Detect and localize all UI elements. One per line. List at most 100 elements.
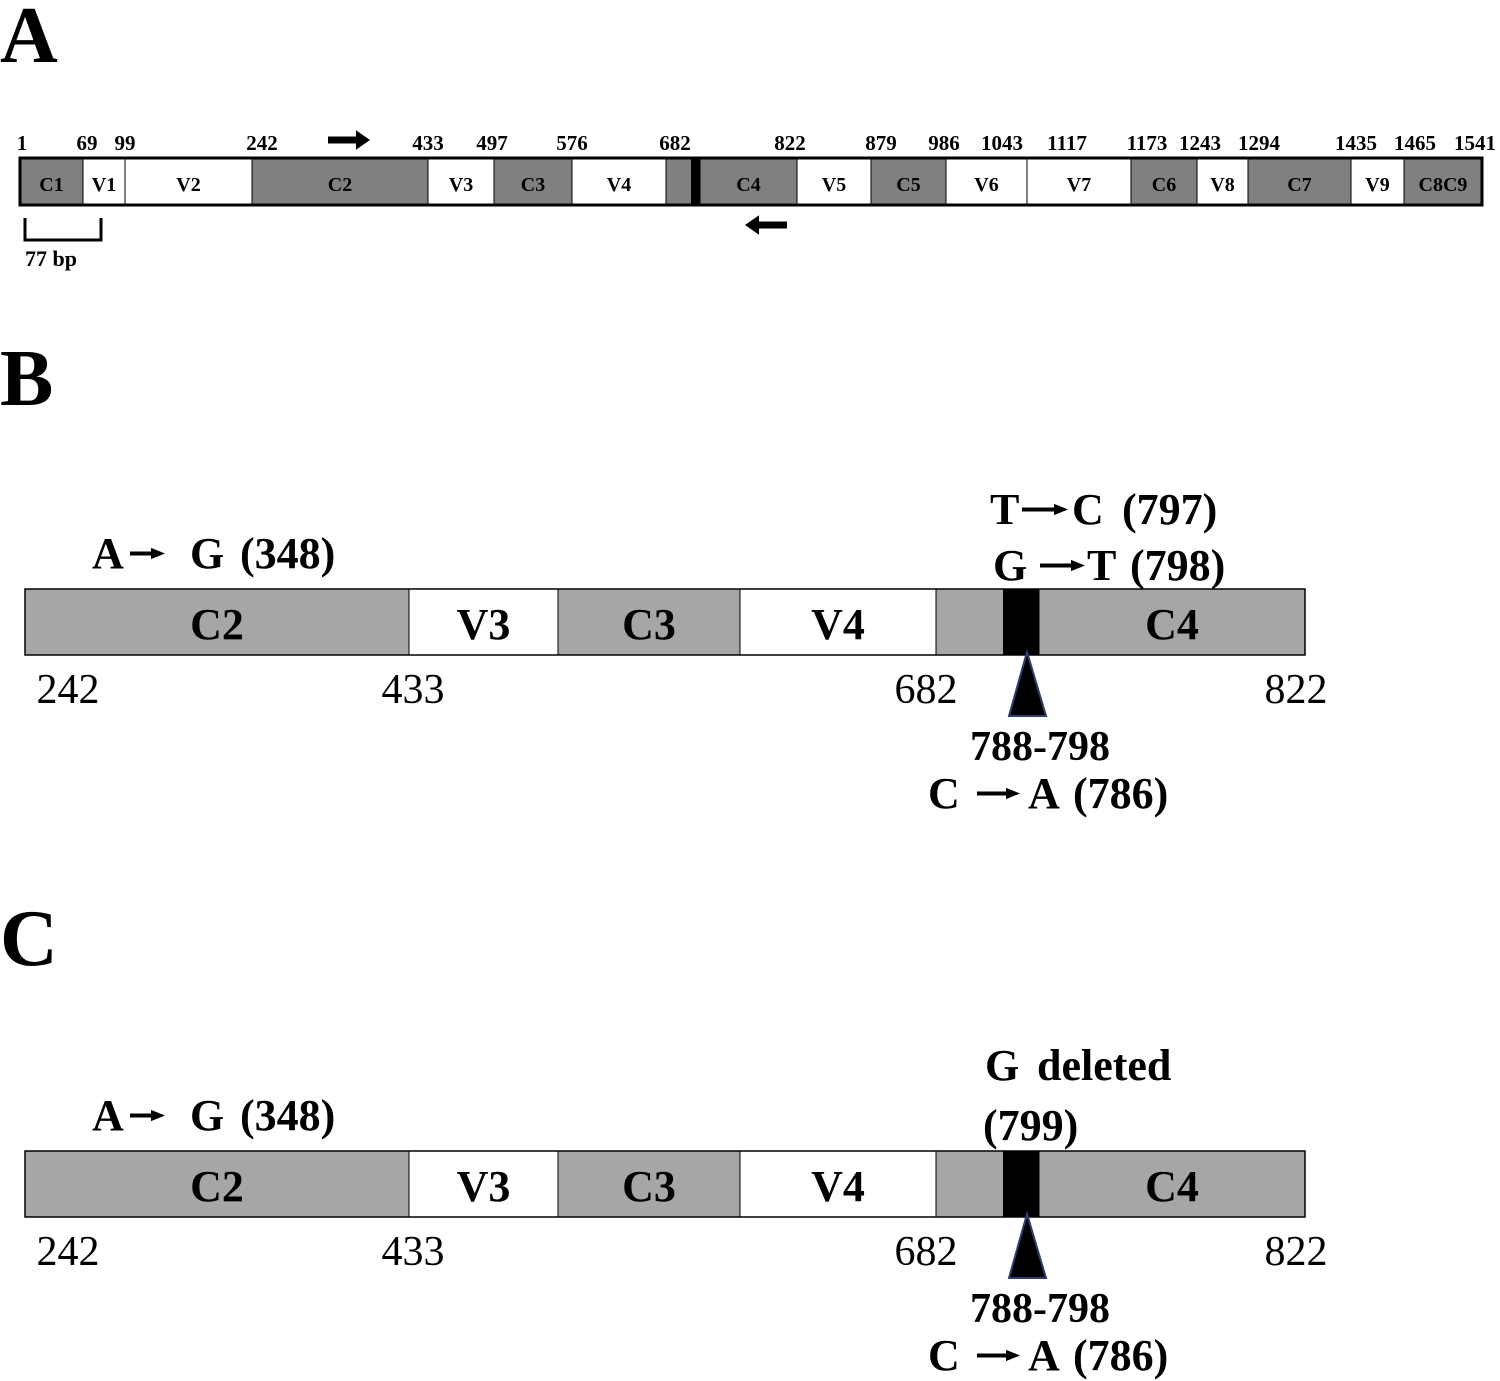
arrow-head	[151, 1109, 165, 1122]
position-label: 1465	[1394, 131, 1436, 155]
segment-label: V5	[822, 174, 846, 196]
mutation-position: (797)	[1122, 485, 1217, 534]
deletion-text: deleted	[1037, 1041, 1171, 1090]
marker	[691, 158, 700, 205]
arrow-head	[745, 215, 759, 235]
mutation-to: C	[1072, 485, 1104, 534]
mutation-to: G	[190, 1091, 224, 1140]
position-label: 1294	[1238, 131, 1281, 155]
segment	[1026, 157, 1132, 206]
region-label: 788-798	[970, 724, 1110, 770]
arrow-head	[1071, 559, 1085, 572]
mutation-to: G	[190, 529, 224, 578]
segment	[557, 1150, 741, 1218]
segment-label: V4	[607, 174, 631, 196]
segment-label: V8	[1210, 174, 1234, 196]
deletion-position: (799)	[983, 1101, 1078, 1150]
segment	[1247, 157, 1352, 206]
position-label: 433	[412, 131, 444, 155]
segment-label: V9	[1365, 174, 1389, 196]
position-label: 1043	[981, 131, 1023, 155]
arrow-head	[1006, 1349, 1020, 1362]
panel-label: B	[0, 335, 53, 423]
mutation-to: T	[1087, 541, 1116, 590]
arrow-head	[356, 130, 370, 150]
segment-label: C4	[1145, 1162, 1199, 1211]
position-label: 1173	[1127, 131, 1168, 155]
arrow-head	[151, 547, 165, 560]
arrow-head	[1054, 503, 1068, 516]
mutation-from: A	[92, 529, 124, 578]
marker	[1003, 589, 1039, 655]
deleted-base: G	[985, 1041, 1019, 1090]
position-label: 1541	[1454, 131, 1496, 155]
position-label: 433	[382, 1229, 445, 1275]
mutation-from: G	[993, 541, 1027, 590]
position-label: 879	[865, 131, 897, 155]
mutation-position: (348)	[240, 1091, 335, 1140]
segment-label: C7	[1287, 174, 1311, 196]
mutation-position: (786)	[1073, 1331, 1168, 1380]
position-label: 576	[556, 131, 588, 155]
mutation-position: (348)	[240, 529, 335, 578]
mutation-from: C	[928, 769, 960, 818]
segment-label: C2	[190, 1162, 244, 1211]
segment-label: C1	[39, 174, 63, 196]
position-label: 433	[382, 667, 445, 713]
panel-label: C	[0, 895, 58, 983]
segment-label: V2	[176, 174, 200, 196]
segment-label: V4	[811, 600, 865, 649]
segment-label: C3	[521, 174, 545, 196]
segment	[124, 157, 253, 206]
segment	[19, 157, 84, 206]
mutation-from: T	[990, 485, 1019, 534]
marker	[1003, 1151, 1039, 1217]
segment-label: V3	[449, 174, 473, 196]
bar-outline	[18, 156, 1484, 207]
position-label: 242	[37, 667, 100, 713]
mutation-to: A	[1028, 769, 1060, 818]
position-label: 1435	[1335, 131, 1377, 155]
region-label: 788-798	[970, 1286, 1110, 1332]
position-label: 69	[77, 131, 98, 155]
segment	[1130, 157, 1198, 206]
segment-label: V3	[457, 1162, 511, 1211]
segment	[24, 1150, 410, 1218]
position-label: 1117	[1047, 131, 1087, 155]
segment	[24, 588, 410, 656]
bar-outline	[24, 1150, 1306, 1218]
mutation-from: C	[928, 1331, 960, 1380]
segment	[571, 157, 667, 206]
segment	[739, 588, 937, 656]
segment-label: C3	[622, 1162, 676, 1211]
position-label: 1243	[1179, 131, 1221, 155]
position-label: 682	[895, 667, 958, 713]
segment-label: C8C9	[1419, 174, 1468, 196]
position-label: 242	[246, 131, 278, 155]
segment-label: V4	[811, 1162, 865, 1211]
segment-label: V6	[974, 174, 998, 196]
position-label: 822	[1265, 1229, 1328, 1275]
position-label: 822	[1265, 667, 1328, 713]
segment	[408, 588, 559, 656]
segment	[739, 1150, 937, 1218]
scale-label: 77 bp	[25, 246, 77, 271]
position-label: 242	[37, 1229, 100, 1275]
position-label: 1	[17, 131, 28, 155]
region-pointer	[1007, 648, 1048, 717]
mutation-from: A	[92, 1091, 124, 1140]
region-pointer	[1007, 1210, 1048, 1279]
mutation-position: (798)	[1130, 541, 1225, 590]
segment-label: V3	[457, 600, 511, 649]
segment	[408, 1150, 559, 1218]
segment	[557, 588, 741, 656]
mutation-to: A	[1028, 1331, 1060, 1380]
panel-label: A	[0, 0, 58, 80]
segment	[1038, 588, 1306, 656]
position-label: 99	[115, 131, 136, 155]
segment-label: C3	[622, 600, 676, 649]
position-label: 682	[659, 131, 691, 155]
segment	[1038, 1150, 1306, 1218]
segment	[1403, 157, 1483, 206]
